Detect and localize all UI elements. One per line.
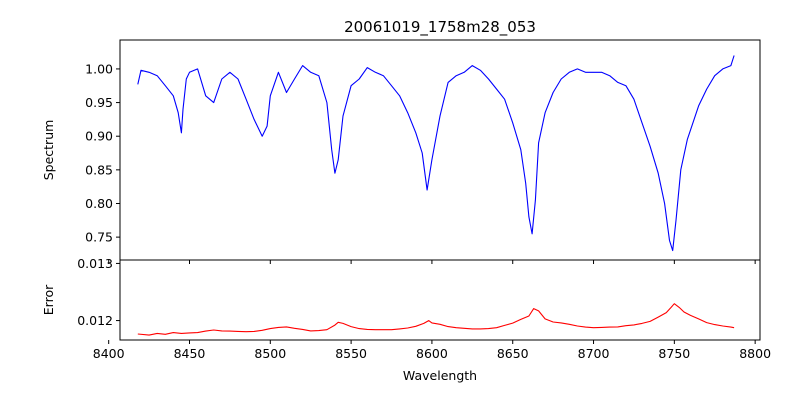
spectrum-y-tick-label: 0.85: [85, 162, 113, 177]
x-tick-label: 8650: [497, 346, 529, 361]
x-tick-label: 8550: [335, 346, 367, 361]
x-tick-label: 8800: [739, 346, 771, 361]
spectrum-axis-ticks: 0.75 0.80 0.85 0.90 0.95 1.00: [85, 61, 756, 264]
x-tick-label: 8750: [658, 346, 690, 361]
x-tick-label: 8600: [416, 346, 448, 361]
x-axis-label: Wavelength: [403, 368, 477, 383]
spectrum-series: [137, 55, 735, 252]
spectrum-y-tick-label: 0.75: [85, 230, 113, 245]
spectrum-y-tick-label: 0.80: [85, 196, 113, 211]
x-tick-label: 8400: [93, 346, 125, 361]
x-tick-label: 8450: [174, 346, 206, 361]
spectrum-panel: 0.75 0.80 0.85 0.90 0.95 1.00: [85, 39, 761, 264]
error-axis-ticks: 8400 8450 8500 8550 8600 8650 8700 8750 8800 0.01…: [77, 256, 771, 361]
error-line: [137, 303, 735, 336]
spectrum-y-tick-label: 0.95: [85, 95, 113, 110]
spectrum-line: [137, 55, 735, 252]
error-panel: 8400 8450 8500 8550 8600 8650 8700 8750 8800 0.01…: [77, 256, 771, 361]
spectrum-y-tick-label: 0.90: [85, 129, 113, 144]
spectrum-y-axis-label: Spectrum: [41, 120, 56, 181]
spectrum-y-tick-label: 1.00: [85, 61, 113, 76]
error-y-tick-label: 0.012: [77, 313, 113, 328]
error-series: [137, 303, 735, 336]
spectrum-plot-frame: [119, 39, 761, 261]
error-y-axis-label: Error: [41, 284, 56, 315]
x-tick-label: 8500: [254, 346, 286, 361]
x-tick-label: 8700: [578, 346, 610, 361]
error-plot-frame: [119, 259, 761, 341]
error-y-tick-label: 0.013: [77, 256, 113, 271]
chart-title: 20061019_1758m28_053: [344, 18, 536, 37]
